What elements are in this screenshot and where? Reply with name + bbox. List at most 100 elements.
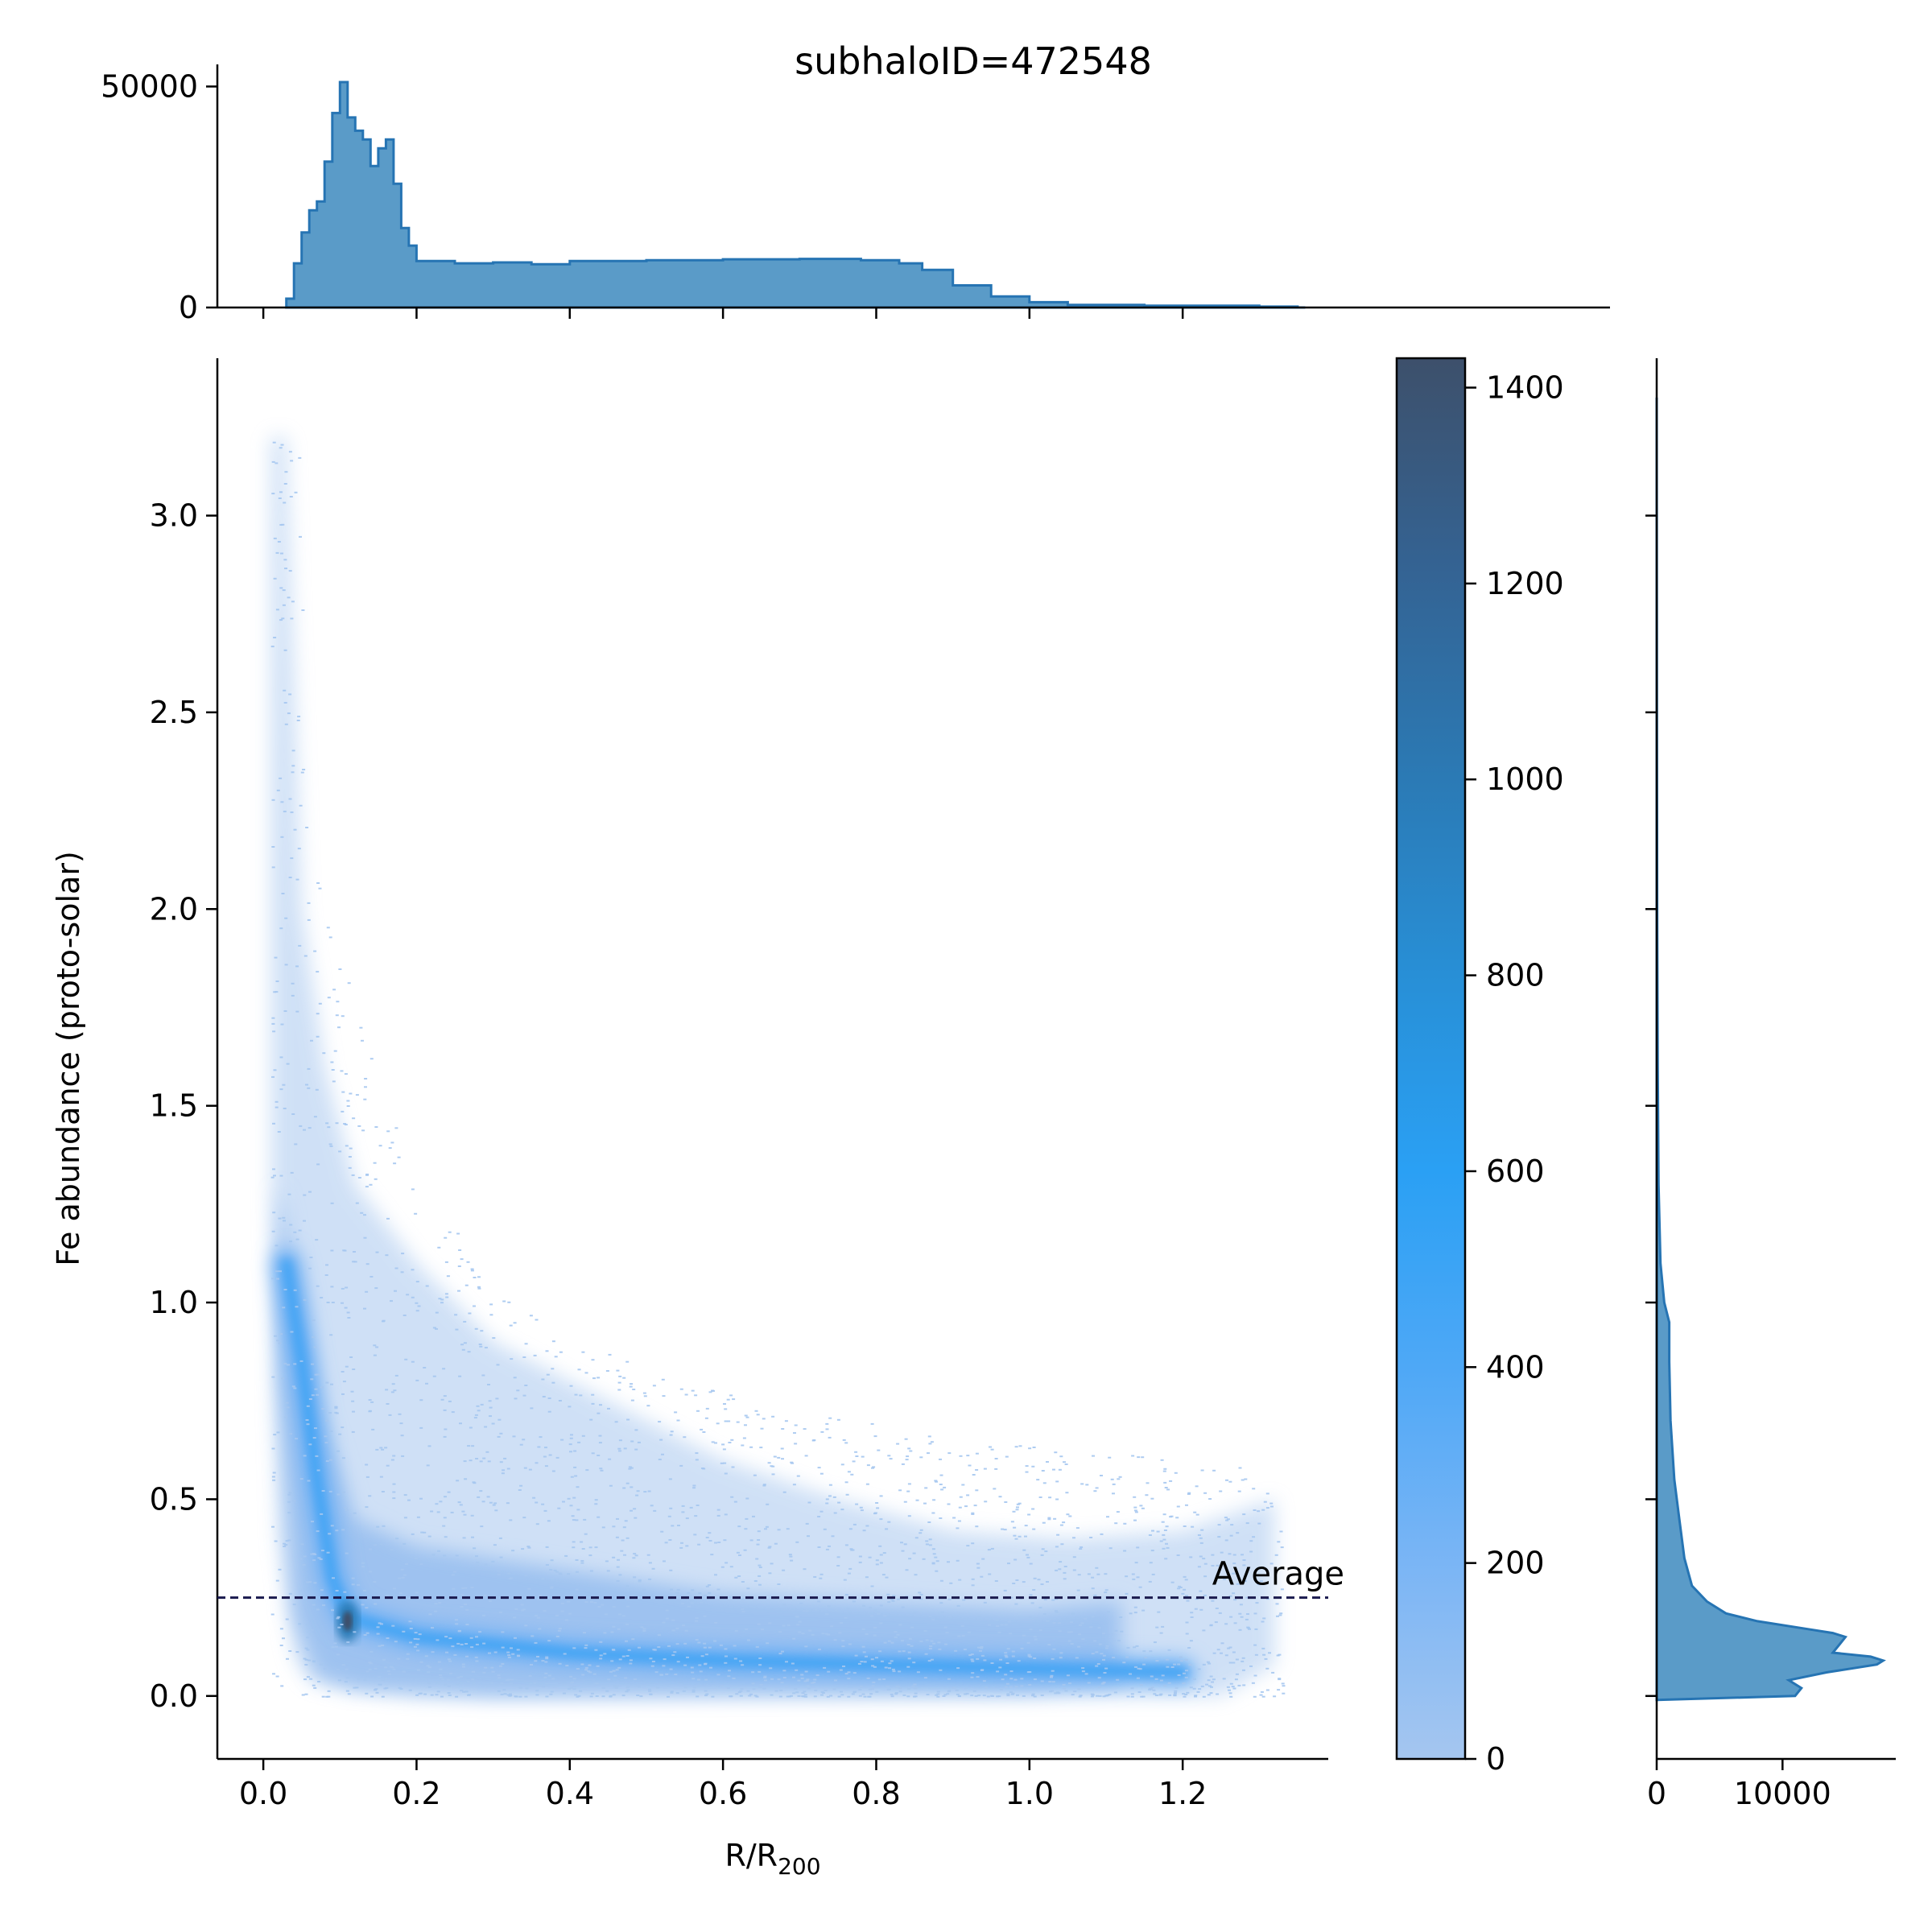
heatmap-cell [957,1695,961,1697]
heatmap-cell [1103,1672,1107,1674]
heatmap-cell [727,1420,731,1422]
heatmap-cell [316,971,320,973]
heatmap-cell [1278,1614,1282,1616]
heatmap-cell [1179,1587,1183,1588]
heatmap-cell [1042,1482,1046,1484]
heatmap-cell [297,716,301,718]
heatmap-cell [307,1480,311,1482]
heatmap-cell [464,1478,468,1480]
heatmap-cell [461,1510,465,1513]
heatmap-cell [465,1624,469,1625]
heatmap-cell [437,1661,441,1663]
heatmap-cell [386,1403,390,1405]
heatmap-cell [464,1690,469,1693]
heatmap-cell [312,1604,316,1606]
heatmap-cell [877,1678,881,1681]
heatmap-cell [862,1604,865,1607]
heatmap-cell [662,1621,666,1624]
heatmap-cell [898,1687,902,1690]
heatmap-cell [307,1087,311,1089]
heatmap-cell [858,1688,862,1690]
heatmap-cell [350,1390,354,1393]
heatmap-cell [1195,1485,1199,1488]
heatmap-cell [724,1655,728,1657]
heatmap-cell [998,1496,1002,1498]
heatmap-cell [844,1673,848,1675]
heatmap-cell [497,1570,501,1572]
heatmap-cell [501,1646,505,1649]
heatmap-cell [512,1435,516,1438]
heatmap-cell [1224,1539,1228,1542]
heatmap-cell [304,1658,308,1661]
heatmap-cell [1001,1678,1005,1681]
heatmap-cell [487,1384,490,1385]
heatmap-cell [295,1238,299,1241]
heatmap-cell [821,1692,825,1694]
heatmap-cell [683,1664,687,1666]
heatmap-cell [739,1695,743,1697]
heatmap-cell [529,1315,533,1317]
heatmap-cell [1228,1595,1232,1597]
heatmap-cell [667,1515,671,1517]
heatmap-cell [440,1298,444,1301]
heatmap-cell [456,1232,460,1235]
heatmap-cell [461,1348,465,1351]
heatmap-cell [847,1695,851,1698]
heatmap-cell [353,1631,357,1633]
heatmap-cell [771,1473,775,1476]
heatmap-cell [907,1447,911,1450]
heatmap-cell [1169,1480,1173,1482]
heatmap-cell [334,1406,338,1408]
heatmap-cell [845,1493,849,1496]
heatmap-cell [665,1617,669,1620]
heatmap-cell [801,1692,805,1695]
heatmap-cell [369,1276,374,1278]
heatmap-cell [301,1694,305,1696]
heatmap-cell [1051,1657,1055,1660]
heatmap-cell [1014,1446,1018,1448]
heatmap-cell [667,1695,670,1698]
heatmap-cell [675,1692,679,1695]
heatmap-cell [473,1277,477,1278]
heatmap-cell [1014,1686,1018,1688]
heatmap-cell [501,1663,505,1665]
heatmap-cell [1190,1616,1194,1618]
heatmap-cell [376,1525,380,1528]
heatmap-cell [408,1620,412,1623]
heatmap-cell [1015,1579,1019,1581]
heatmap-cell [379,1543,383,1546]
heatmap-cell [947,1678,951,1680]
heatmap-cell [786,1528,790,1530]
heatmap-cell [942,1695,946,1697]
heatmap-cell [1012,1583,1016,1584]
heatmap-cell [698,1592,702,1595]
heatmap-cell [393,1389,397,1392]
heatmap-cell [547,1640,551,1642]
heatmap-cell [355,1202,359,1204]
heatmap-cell [617,1666,621,1669]
heatmap-cell [798,1620,802,1623]
heatmap-cell [1136,1677,1140,1679]
heatmap-cell [1102,1658,1105,1661]
heatmap-cell [378,1683,382,1686]
heatmap-cell [770,1678,774,1680]
heatmap-cell [1097,1686,1101,1689]
heatmap-cell [904,1438,908,1440]
heatmap-cell [313,1346,317,1348]
heatmap-cell [316,1285,320,1287]
heatmap-cell [890,1693,894,1695]
heatmap-cell [704,1417,708,1419]
heatmap-cell [817,1600,821,1603]
heatmap-cell [996,1625,1000,1627]
heatmap-cell [1222,1678,1226,1680]
heatmap-cell [621,1655,625,1657]
heatmap-cell [642,1392,646,1394]
heatmap-cell [565,1665,569,1667]
heatmap-cell [453,1654,457,1656]
heatmap-cell [392,1668,396,1670]
heatmap-cell [837,1501,841,1504]
heatmap-cell [416,1598,420,1600]
heatmap-cell [572,1688,576,1690]
heatmap-cell [1237,1684,1241,1686]
x-tick-label: 0.4 [546,1776,594,1811]
